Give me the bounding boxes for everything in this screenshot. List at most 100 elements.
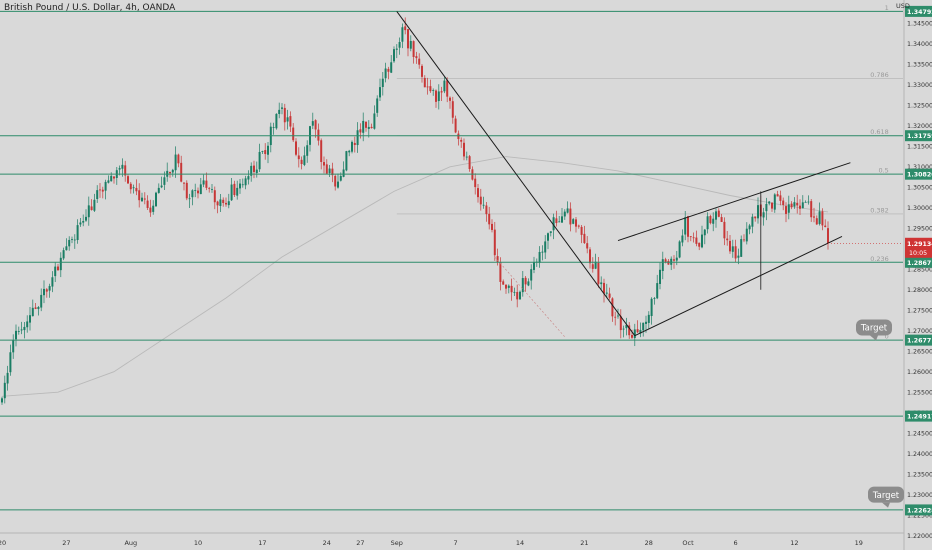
candle-body xyxy=(211,189,213,190)
candle-body xyxy=(575,219,577,227)
candle-body xyxy=(748,225,751,230)
candle-body xyxy=(418,58,421,65)
candle-body xyxy=(401,27,404,42)
candle-body xyxy=(443,80,446,92)
candle-body xyxy=(432,90,435,91)
y-tick-label: 1.24500 xyxy=(907,430,932,437)
candle-body xyxy=(479,196,482,205)
candle-body xyxy=(477,188,479,198)
candle-body xyxy=(247,176,250,180)
candle-body xyxy=(541,251,544,253)
candle-body xyxy=(183,182,185,184)
x-tick-label: Sep xyxy=(391,539,403,547)
chart-title: British Pound / U.S. Dollar, 4h, OANDA xyxy=(4,3,176,13)
candle-body xyxy=(407,29,409,49)
fib-level-label: 0.5 xyxy=(878,167,888,175)
candle-body xyxy=(87,205,90,218)
candle-body xyxy=(636,329,639,333)
candle-body xyxy=(339,175,342,181)
candle-body xyxy=(241,184,244,186)
candle-body xyxy=(174,154,177,171)
candle-body xyxy=(292,127,295,141)
x-tick-label: 14 xyxy=(516,539,524,547)
candle-body xyxy=(213,190,216,203)
candle-body xyxy=(474,178,477,188)
candle-body xyxy=(603,282,605,294)
candle-body xyxy=(202,180,205,185)
candle-body xyxy=(1,398,3,403)
candle-body xyxy=(45,289,48,292)
candle-body xyxy=(675,257,678,261)
candle-body xyxy=(199,184,202,195)
candle-body xyxy=(171,169,174,173)
price-level-label: 1.34792 xyxy=(907,9,932,16)
candle-body xyxy=(605,292,608,294)
candle-body xyxy=(264,150,267,155)
candle-body xyxy=(138,190,141,201)
candle-body xyxy=(796,202,799,206)
candle-body xyxy=(297,155,300,160)
price-axis xyxy=(904,0,932,550)
candle-body xyxy=(54,266,57,277)
candle-body xyxy=(59,257,62,271)
candle-body xyxy=(370,126,373,129)
x-tick-label: 7 xyxy=(454,539,458,547)
candle-body xyxy=(589,249,591,264)
candle-body xyxy=(37,307,40,310)
candle-body xyxy=(446,80,449,97)
currency-label[interactable]: USD xyxy=(896,2,910,10)
candle-body xyxy=(367,126,370,129)
candle-body xyxy=(681,235,684,243)
candle-body xyxy=(482,204,485,206)
candle-body xyxy=(440,91,443,93)
candle-body xyxy=(127,176,129,184)
candle-body xyxy=(93,199,96,211)
candle-body xyxy=(687,216,689,237)
projection-line xyxy=(494,256,566,338)
current-price-tag xyxy=(905,237,932,258)
candle-body xyxy=(577,225,580,227)
candle-body xyxy=(143,198,146,200)
y-tick-label: 1.34500 xyxy=(907,21,932,28)
x-tick-label: Oct xyxy=(682,539,694,547)
candle-body xyxy=(435,90,437,102)
candle-body xyxy=(141,197,143,202)
candle-body xyxy=(765,203,768,212)
candle-body xyxy=(3,382,6,399)
candle-body xyxy=(261,151,264,152)
candle-body xyxy=(129,183,132,190)
candle-body xyxy=(62,250,65,259)
candle-body xyxy=(645,321,647,324)
candle-body xyxy=(591,264,594,269)
candle-body xyxy=(818,211,821,224)
candle-body xyxy=(757,205,759,219)
candle-body xyxy=(96,190,99,200)
candle-body xyxy=(827,228,829,244)
x-tick-label: 24 xyxy=(323,539,331,547)
candle-body xyxy=(619,316,622,331)
y-tick-label: 1.28000 xyxy=(907,287,932,294)
candle-body xyxy=(132,187,135,189)
candle-body xyxy=(337,181,339,188)
target-callout-tail xyxy=(870,335,878,341)
candle-body xyxy=(314,120,317,130)
candle-body xyxy=(463,142,465,157)
target-callout-tail xyxy=(882,502,890,508)
candle-body xyxy=(283,107,286,123)
candle-body xyxy=(121,164,124,169)
candle-body xyxy=(90,206,93,211)
candle-body xyxy=(118,168,121,170)
candle-body xyxy=(799,205,801,209)
x-tick-label: 20 xyxy=(0,539,6,547)
candle-body xyxy=(723,221,726,239)
candle-body xyxy=(15,330,17,340)
candle-body xyxy=(653,298,656,299)
candle-body xyxy=(365,121,367,128)
y-tick-label: 1.30000 xyxy=(907,205,932,212)
target-callout xyxy=(856,319,892,336)
candle-body xyxy=(43,288,45,296)
fib-level-label: 0.236 xyxy=(870,255,889,263)
candle-body xyxy=(384,68,387,79)
